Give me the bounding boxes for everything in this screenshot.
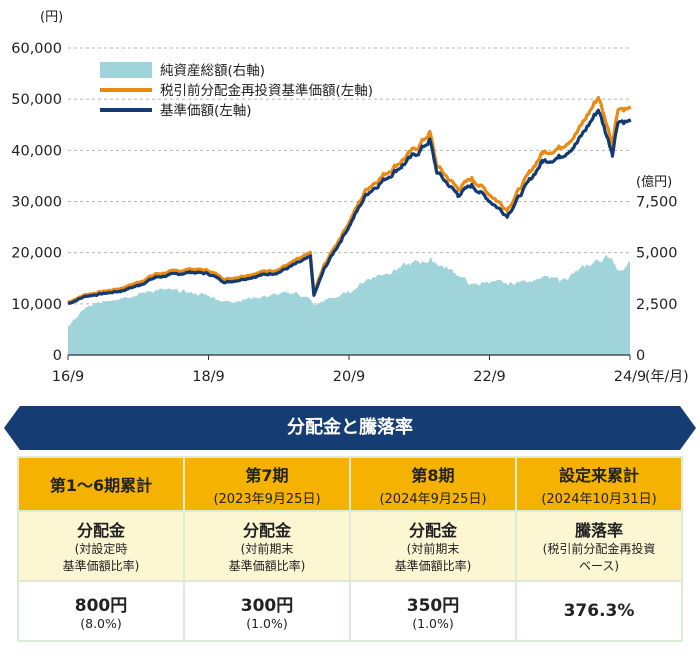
left-tick-label: 60,000 [11, 41, 62, 57]
label-cell-2: 分配金 (対前期末 基準価額比率) [183, 510, 351, 582]
header-date: (2024年10月31日) [541, 491, 657, 507]
value-sub: (1.0%) [246, 616, 288, 631]
label-note: (対前期末 [406, 542, 460, 556]
value-sub: (1.0%) [412, 616, 454, 631]
header-cell-4: 設定来累計 (2024年10月31日) [515, 456, 683, 512]
header-date: (2024年9月25日) [379, 491, 487, 507]
right-axis-ticks: 0 2,500 5,000 7,500 [636, 195, 678, 365]
value-sub: (8.0%) [80, 616, 122, 631]
label-title: 分配金 [76, 521, 125, 540]
header-cell-3: 第8期 (2024年9月25日) [349, 456, 517, 512]
legend-label-net-assets: 純資産総額(右軸) [160, 63, 265, 79]
label-note: (対設定時 [74, 542, 128, 556]
value-cell-2: 300円 (1.0%) [183, 580, 351, 642]
header-title: 第1〜6期累計 [49, 476, 153, 495]
x-tick-label: 24/9 [614, 369, 647, 385]
right-tick-label: 0 [636, 348, 645, 364]
value-main: 300円 [240, 596, 294, 616]
distribution-banner: 分配金と騰落率 [4, 406, 696, 450]
base-price-line [67, 108, 632, 306]
x-tick-label: 20/9 [333, 369, 366, 385]
table-value-row: 800円 (8.0%) 300円 (1.0%) 350円 (1.0%) 376.… [17, 580, 683, 642]
label-title: 騰落率 [574, 521, 623, 540]
legend-swatch-net-assets [100, 62, 152, 78]
label-note: 基準価額比率) [228, 559, 306, 573]
distribution-title: 分配金と騰落率 [287, 417, 413, 438]
value-main: 350円 [406, 596, 460, 616]
left-tick-label: 40,000 [11, 143, 62, 159]
legend-label-reinvest: 税引前分配金再投資基準価額(左軸) [160, 82, 373, 99]
header-cell-1: 第1〜6期累計 [17, 456, 185, 512]
label-note: 基準価額比率) [62, 559, 140, 573]
value-cell-4: 376.3% [515, 580, 683, 642]
table-label-row: 分配金 (対設定時 基準価額比率) 分配金 (対前期末 基準価額比率) 分配金 … [17, 510, 683, 582]
value-main: 376.3% [563, 601, 635, 621]
left-axis-ticks: 0 10,000 20,000 30,000 40,000 50,000 60,000 [11, 41, 62, 364]
performance-chart: 16/9 18/9 20/9 22/9 24/9 0 10,000 20,000 30,000… [11, 10, 689, 385]
label-note: ベース) [578, 559, 620, 573]
left-tick-label: 0 [53, 348, 62, 364]
x-axis-ticks: 16/9 18/9 20/9 22/9 24/9 [52, 355, 647, 385]
label-cell-4: 騰落率 (税引前分配金再投資 ベース) [515, 510, 683, 582]
right-tick-label: 2,500 [636, 297, 678, 313]
left-axis-unit: (円) [40, 10, 63, 25]
left-tick-label: 20,000 [11, 246, 62, 262]
label-cell-1: 分配金 (対設定時 基準価額比率) [17, 510, 185, 582]
header-title: 第8期 [411, 465, 455, 485]
left-tick-label: 30,000 [11, 195, 62, 211]
distribution-table: 第1〜6期累計 第7期 (2023年9月25日) 第8期 (2024年9月25日… [17, 456, 683, 642]
right-axis-unit: (億円) [636, 174, 672, 190]
header-cell-2: 第7期 (2023年9月25日) [183, 456, 351, 512]
left-tick-label: 50,000 [11, 92, 62, 108]
left-tick-label: 10,000 [11, 297, 62, 313]
label-title: 分配金 [408, 521, 457, 540]
header-title: 第7期 [245, 465, 289, 485]
header-title: 設定来累計 [558, 465, 639, 485]
label-note: 基準価額比率) [394, 559, 472, 573]
value-main: 800円 [74, 596, 128, 616]
reinvested-nav-line [67, 95, 632, 304]
value-cell-3: 350円 (1.0%) [349, 580, 517, 642]
legend-label-base: 基準価額(左軸) [160, 102, 252, 119]
label-note: (税引前分配金再投資 [542, 542, 656, 556]
label-cell-3: 分配金 (対前期末 基準価額比率) [349, 510, 517, 582]
x-tick-label: 22/9 [473, 369, 506, 385]
label-title: 分配金 [242, 521, 291, 540]
x-axis-unit: (年/月) [645, 369, 689, 385]
label-note: (対前期末 [240, 542, 294, 556]
x-tick-label: 18/9 [192, 369, 225, 385]
x-tick-label: 16/9 [52, 369, 85, 385]
header-date: (2023年9月25日) [213, 491, 321, 507]
right-tick-label: 7,500 [636, 195, 678, 211]
legend: 純資産総額(右軸) 税引前分配金再投資基準価額(左軸) 基準価額(左軸) [100, 62, 373, 119]
right-tick-label: 5,000 [636, 246, 678, 262]
table-header-row: 第1〜6期累計 第7期 (2023年9月25日) 第8期 (2024年9月25日… [17, 456, 683, 512]
value-cell-1: 800円 (8.0%) [17, 580, 185, 642]
net-assets-area [68, 254, 630, 355]
